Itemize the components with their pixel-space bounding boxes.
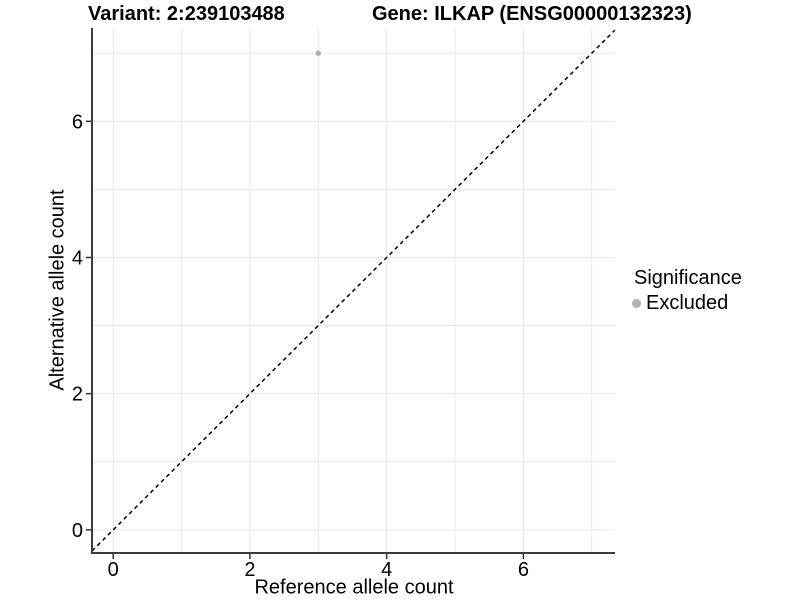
y-tick-label: 0 xyxy=(72,520,83,542)
legend-item-excluded: Excluded xyxy=(630,291,742,315)
x-tick-label: 6 xyxy=(518,559,529,581)
x-axis-title: Reference allele count xyxy=(254,576,454,599)
identity-line xyxy=(91,29,616,552)
y-tick-label: 2 xyxy=(72,384,83,406)
y-tick-label: 4 xyxy=(72,247,83,269)
legend-item-label: Excluded xyxy=(646,292,729,314)
data-point xyxy=(315,50,322,56)
x-tick-label: 0 xyxy=(108,559,119,581)
y-tick-label: 6 xyxy=(72,111,83,133)
legend-title: Significance xyxy=(634,267,742,289)
legend-point-icon xyxy=(632,298,641,308)
x-tick-label: 4 xyxy=(381,559,392,581)
y-axis-title: Alternative allele count xyxy=(46,189,69,391)
plot-title-gene: Gene: ILKAP (ENSG00000132323) xyxy=(372,3,692,25)
x-tick-label: 2 xyxy=(244,559,255,581)
legend: Significance Excluded xyxy=(630,266,742,315)
plot-title-variant: Variant: 2:239103488 xyxy=(88,3,285,25)
